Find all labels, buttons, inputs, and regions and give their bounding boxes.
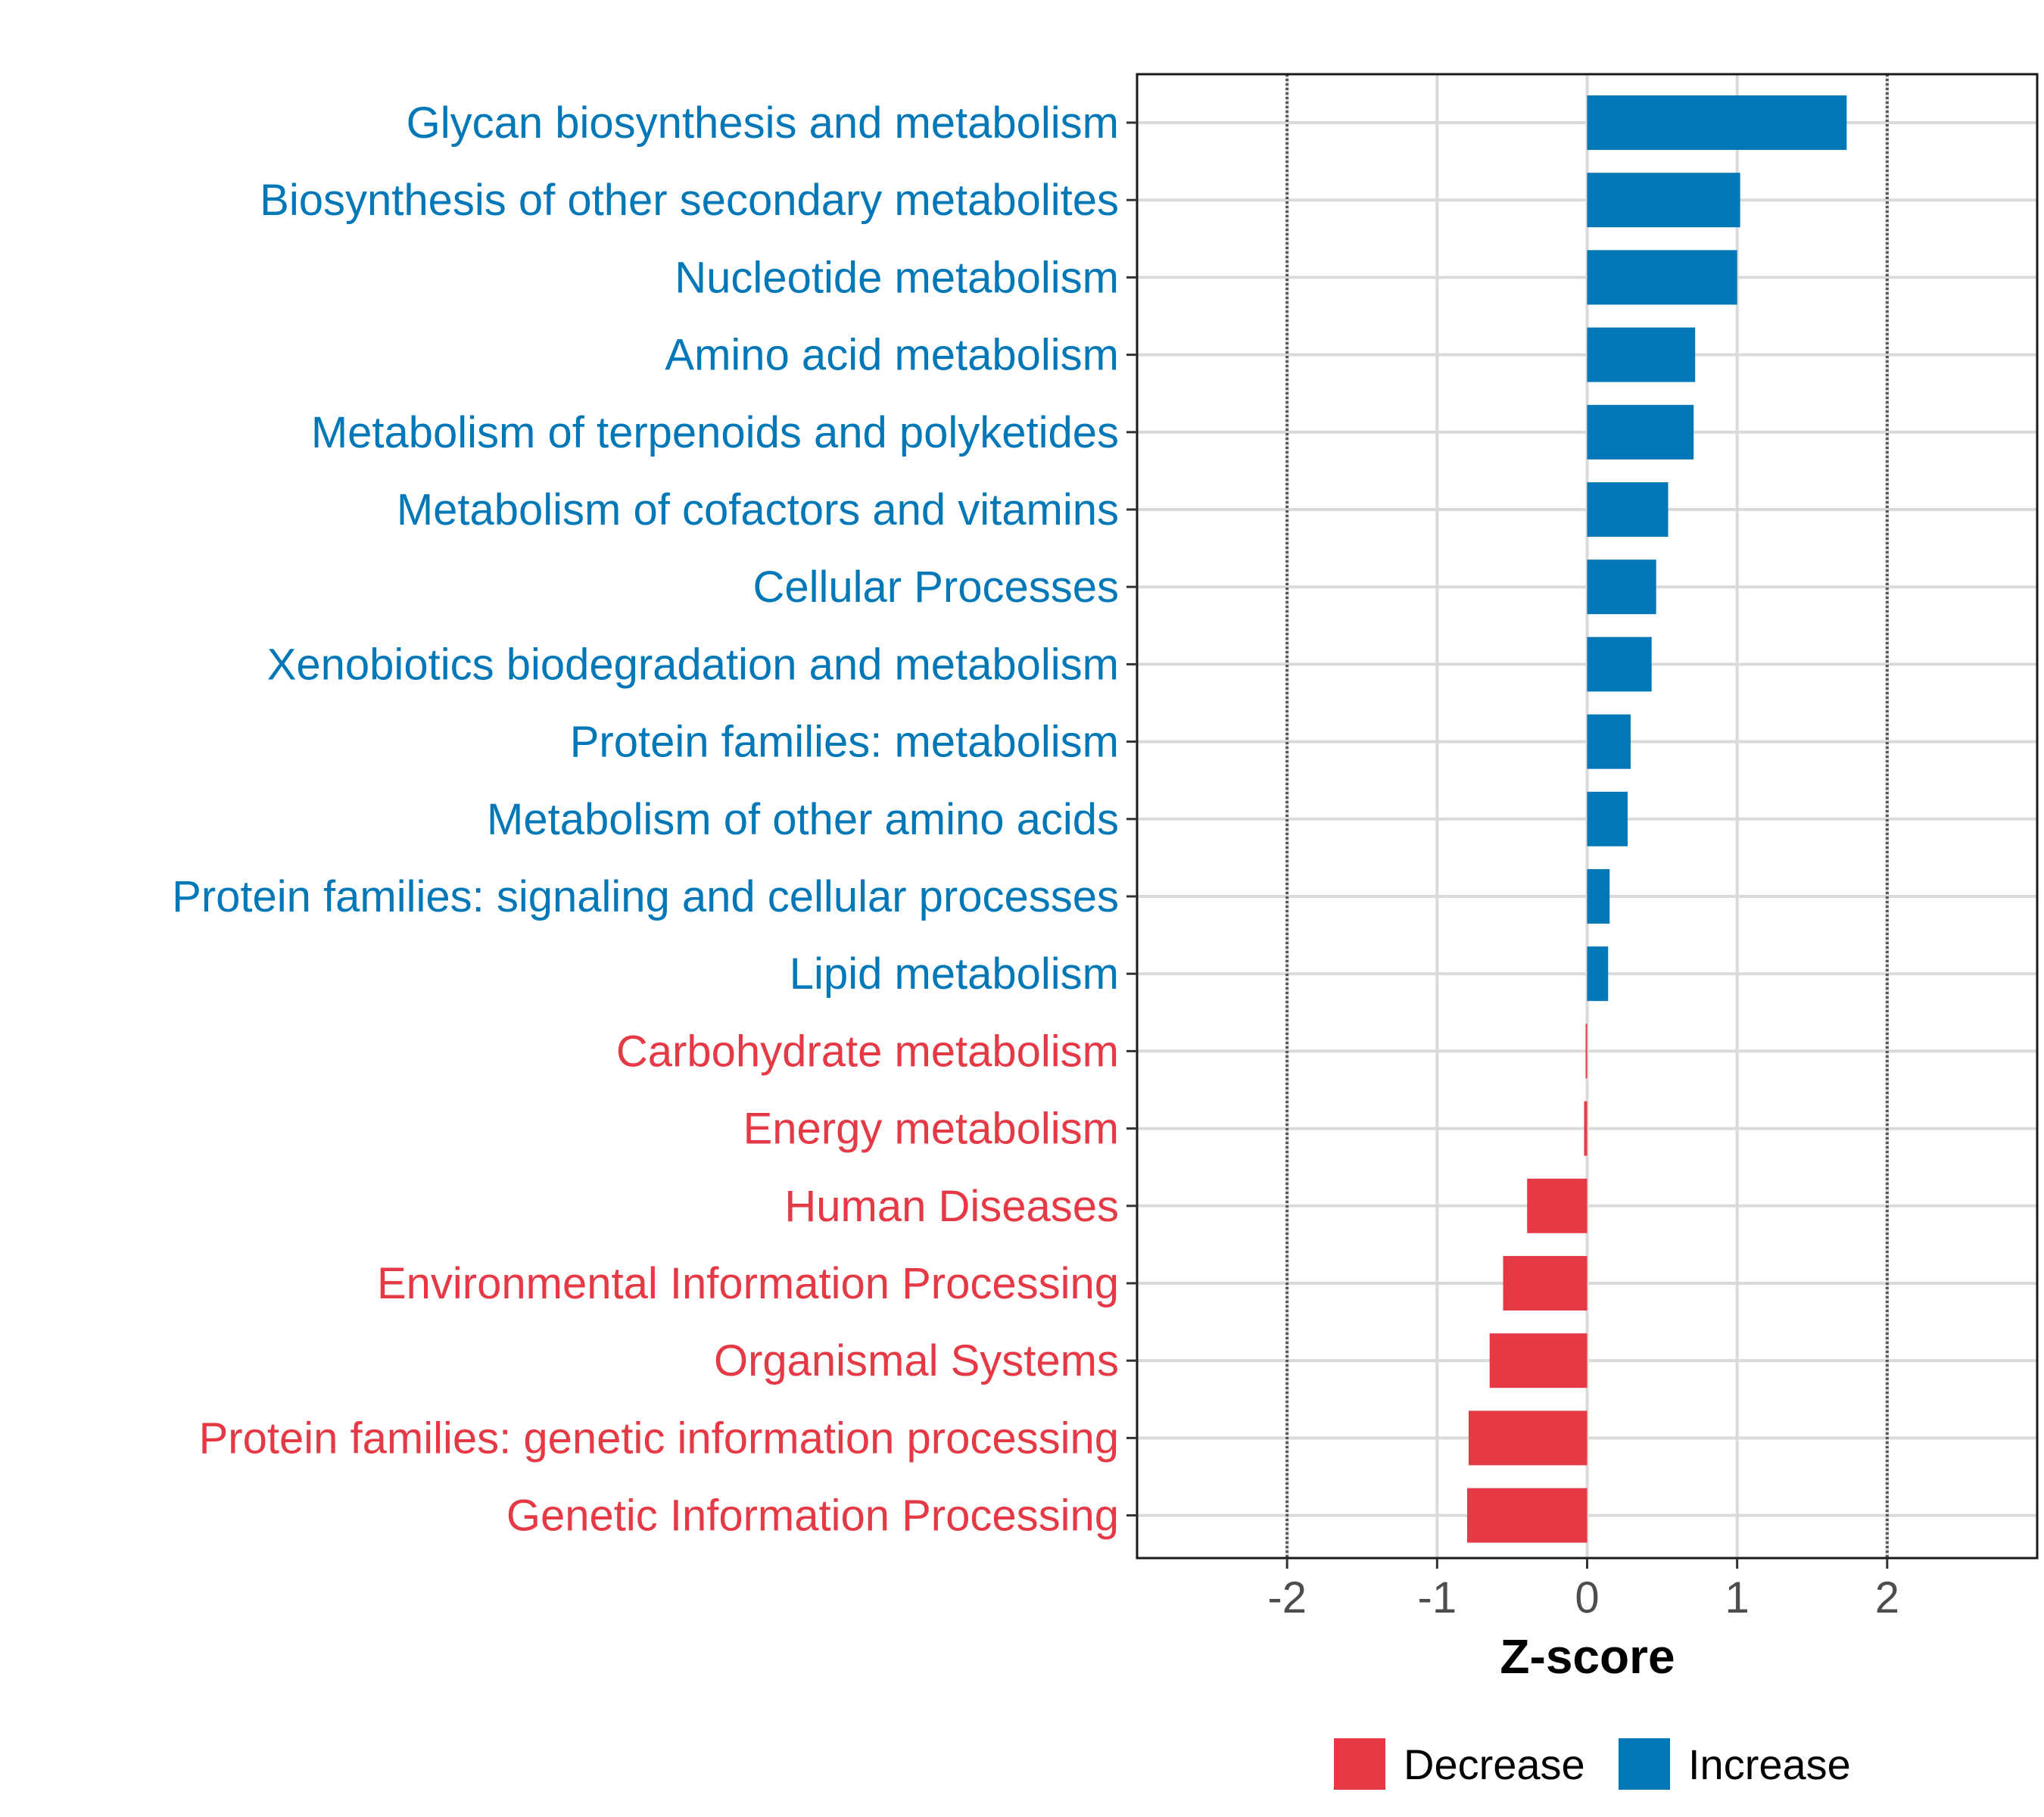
legend-key-decrease: [1334, 1738, 1385, 1790]
legend-key-increase: [1619, 1738, 1670, 1790]
bar-5: [1587, 404, 1694, 460]
bar-17: [1489, 1333, 1588, 1388]
y-axis-labels: Glycan biosynthesis and metabolism Biosyn…: [172, 98, 1119, 1541]
bar-3: [1587, 250, 1737, 305]
category-label: Energy metabolism: [743, 1105, 1119, 1154]
category-label: Protein families: signaling and cellular…: [172, 872, 1119, 921]
category-label: Genetic Information Processing: [506, 1491, 1119, 1541]
category-label: Carbohydrate metabolism: [616, 1027, 1119, 1076]
category-label: Biosynthesis of other secondary metaboli…: [260, 176, 1119, 225]
x-tick-label: 2: [1875, 1573, 1899, 1622]
category-label: Protein families: metabolism: [570, 718, 1119, 767]
category-label: Glycan biosynthesis and metabolism: [407, 98, 1119, 148]
category-label: Nucleotide metabolism: [675, 253, 1119, 302]
x-axis-title: Z-score: [1500, 1629, 1675, 1684]
bar-13: [1585, 1024, 1588, 1079]
y-axis-ticks: [1126, 121, 1137, 1517]
x-axis-ticks: [1285, 1558, 1889, 1569]
category-label: Metabolism of terpenoids and polyketides: [311, 408, 1119, 457]
x-tick-label: 0: [1575, 1573, 1599, 1622]
category-label: Human Diseases: [784, 1182, 1119, 1231]
x-axis-labels: -2 -1 0 1 2: [1267, 1573, 1899, 1622]
bar-10: [1587, 791, 1628, 846]
category-label: Xenobiotics biodegradation and metabolis…: [267, 640, 1119, 689]
bar-8: [1587, 637, 1652, 692]
bar-19: [1466, 1488, 1588, 1543]
bar-7: [1587, 559, 1656, 615]
legend-label-decrease: Decrease: [1404, 1741, 1585, 1788]
reference-lines: [1285, 74, 1889, 1558]
x-tick-label: -1: [1418, 1573, 1457, 1622]
x-tick-label: 1: [1725, 1573, 1750, 1622]
legend-label-increase: Increase: [1688, 1741, 1851, 1788]
bar-4: [1587, 327, 1696, 382]
category-label: Cellular Processes: [752, 563, 1119, 612]
x-tick-label: -2: [1267, 1573, 1307, 1622]
category-label: Metabolism of cofactors and vitamins: [397, 485, 1119, 535]
bars: [1466, 95, 1847, 1543]
bar-14: [1584, 1101, 1588, 1156]
category-label: Protein families: genetic information pr…: [199, 1413, 1119, 1463]
category-label: Organismal Systems: [714, 1336, 1119, 1385]
bar-18: [1468, 1410, 1588, 1466]
bar-16: [1503, 1256, 1588, 1311]
category-label: Amino acid metabolism: [665, 331, 1119, 380]
bar-9: [1587, 714, 1631, 769]
bar-15: [1527, 1178, 1588, 1233]
bar-6: [1587, 482, 1669, 537]
category-label: Environmental Information Processing: [377, 1259, 1119, 1308]
bar-1: [1587, 95, 1847, 150]
legend: Decrease Increase: [1334, 1738, 1851, 1790]
bar-12: [1587, 946, 1609, 1002]
category-label: Lipid metabolism: [790, 949, 1119, 999]
bar-2: [1587, 173, 1740, 228]
category-label: Metabolism of other amino acids: [487, 795, 1119, 844]
bar-11: [1587, 869, 1610, 924]
